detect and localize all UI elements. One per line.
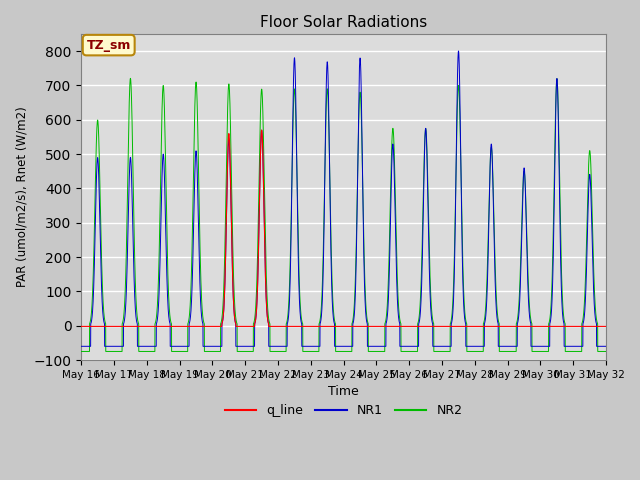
X-axis label: Time: Time <box>328 385 359 398</box>
Text: TZ_sm: TZ_sm <box>86 38 131 52</box>
Title: Floor Solar Radiations: Floor Solar Radiations <box>260 15 428 30</box>
Y-axis label: PAR (umol/m2/s), Rnet (W/m2): PAR (umol/m2/s), Rnet (W/m2) <box>15 107 28 288</box>
Legend: q_line, NR1, NR2: q_line, NR1, NR2 <box>220 399 467 422</box>
